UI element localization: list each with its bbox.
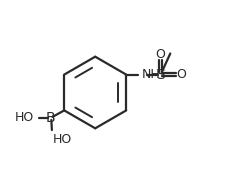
Text: S: S — [156, 68, 165, 82]
Text: B: B — [46, 111, 55, 125]
Text: O: O — [176, 68, 186, 81]
Text: NH: NH — [142, 68, 161, 81]
Text: HO: HO — [53, 133, 72, 146]
Text: O: O — [155, 48, 165, 61]
Text: HO: HO — [15, 111, 34, 124]
